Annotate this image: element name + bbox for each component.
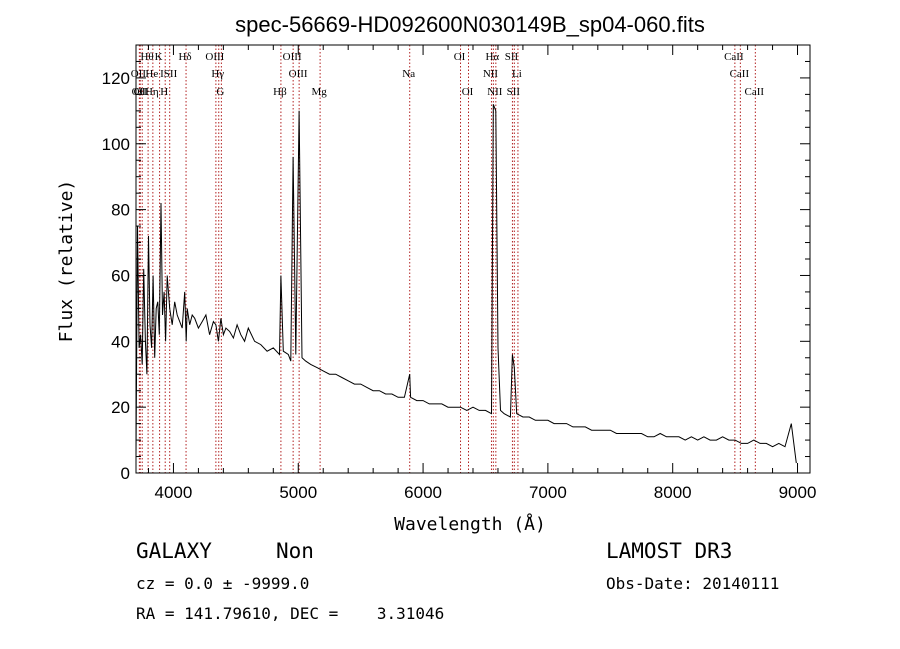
subclass-label: Non (276, 539, 314, 563)
y-tick-label: 60 (111, 266, 130, 285)
line-marker-label: Hα (485, 51, 499, 63)
spectrum-line (135, 104, 797, 464)
y-axis: 0 20 40 60 80 100 120 (102, 44, 810, 483)
class-label: GALAXY (136, 539, 212, 563)
line-marker-label: G (216, 86, 224, 98)
line-marker-label: OII (134, 86, 150, 98)
line-marker-label: OIII (205, 51, 224, 63)
x-tick-label: 8000 (654, 483, 692, 502)
line-marker-label: Hδ (178, 51, 191, 63)
y-tick-label: 40 (111, 332, 130, 351)
x-axis: 4000 5000 6000 7000 8000 9000 (147, 45, 817, 502)
plot-frame (135, 44, 811, 474)
x-tick-label: 6000 (404, 483, 442, 502)
chart-title: spec-56669-HD092600N030149B_sp04-060.fit… (235, 12, 705, 37)
line-marker-label: OIII (289, 68, 308, 80)
x-tick-label: 5000 (279, 483, 317, 502)
line-marker-label: OIII (283, 51, 302, 63)
survey-label: LAMOST DR3 (606, 539, 732, 563)
line-marker-label: CaII (730, 68, 750, 80)
line-marker-label: NII (487, 86, 503, 98)
y-tick-label: 0 (121, 464, 130, 483)
line-marker-label: SII (507, 86, 521, 98)
line-marker-label: CaII (724, 51, 744, 63)
y-tick-label: 120 (102, 69, 130, 88)
x-tick-label: 7000 (529, 483, 567, 502)
line-marker-label: CaII (745, 86, 765, 98)
line-marker-label: NII (483, 68, 499, 80)
line-marker-label: H (160, 86, 168, 98)
line-marker-label: OI (462, 86, 474, 98)
line-marker-label: Li (512, 68, 522, 80)
y-tick-label: 80 (111, 201, 130, 220)
x-tick-label: 9000 (779, 483, 817, 502)
line-marker-label: OII (131, 68, 147, 80)
line-marker-label: OI (454, 51, 466, 63)
line-markers (138, 45, 756, 473)
cz-text: cz = 0.0 ± -9999.0 (136, 574, 309, 593)
line-marker-label: Hβ (273, 86, 287, 98)
line-marker-label: Na (402, 68, 415, 80)
x-tick-label: 4000 (155, 483, 193, 502)
y-axis-label: Flux (relative) (56, 180, 77, 343)
y-tick-label: 100 (102, 135, 130, 154)
line-marker-label: K (155, 51, 163, 63)
line-marker-label: Hγ (211, 68, 224, 80)
x-axis-label: Wavelength (Å) (394, 513, 546, 535)
y-tick-label: 20 (111, 398, 130, 417)
line-marker-label: He (145, 68, 158, 80)
line-marker-label: Mg (311, 86, 327, 98)
line-marker-label: Hθ (140, 51, 153, 63)
line-marker-label: Hη (145, 86, 159, 98)
coords-text: RA = 141.79610, DEC = 3.31046 (136, 604, 444, 623)
obs-date-text: Obs-Date: 20140111 (606, 574, 779, 593)
line-marker-label: ISII (160, 68, 177, 80)
line-marker-label: SII (505, 51, 519, 63)
